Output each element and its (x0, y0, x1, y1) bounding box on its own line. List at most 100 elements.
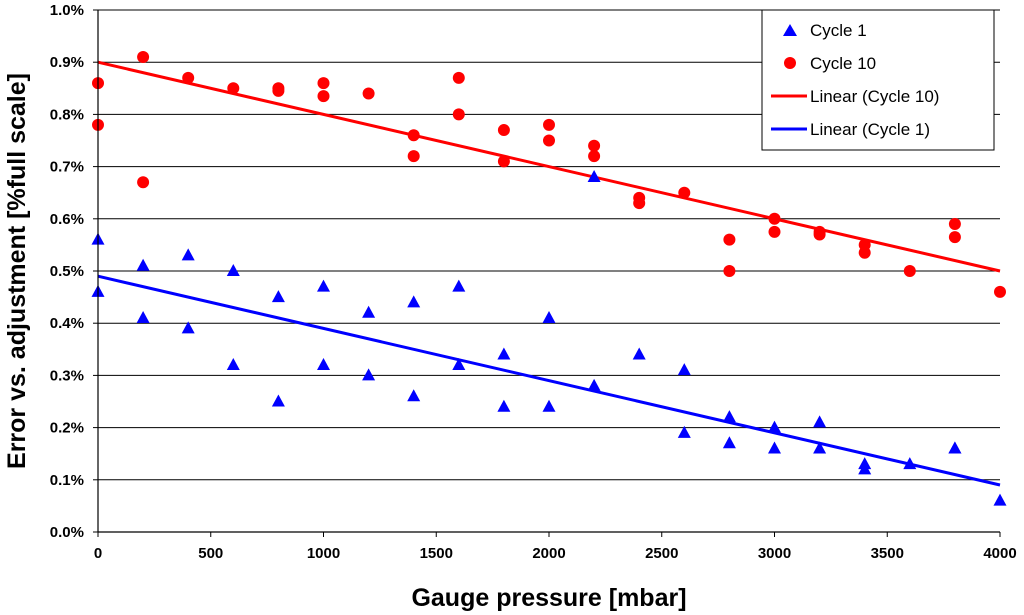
cycle-1-point (858, 462, 872, 475)
x-tick-label: 3000 (758, 545, 791, 562)
cycle-1-point (497, 399, 511, 412)
cycle-1-point (497, 347, 511, 360)
cycle-1-point (768, 420, 781, 433)
cycle-10-point (543, 118, 555, 131)
x-tick-label: 1000 (307, 545, 340, 562)
cycle-10-point (768, 225, 781, 238)
cycle-10-point (903, 265, 916, 277)
cycle-10-point (497, 124, 510, 137)
cycle-1-point (542, 399, 556, 412)
cycle-1-point (993, 493, 1007, 506)
legend-label-cycle-1: Cycle 1 (810, 21, 867, 40)
cycle-1-point (677, 363, 691, 376)
cycle-10-point (452, 108, 465, 121)
cycle-10-point (317, 77, 330, 90)
cycle-1-point (317, 357, 330, 370)
x-tick-label: 2500 (645, 545, 678, 562)
cycle-1-point (813, 441, 827, 454)
cycle-10-point (588, 139, 601, 152)
y-tick-label: 0.9% (50, 54, 84, 71)
cycle-1-point (317, 279, 330, 292)
legend-box (761, 9, 995, 151)
cycle-1-point (181, 248, 195, 261)
cycle-1-point (587, 378, 601, 391)
y-tick-label: 0.5% (50, 263, 84, 280)
cycle-10-point (497, 155, 510, 168)
cycle-1-point (542, 310, 556, 323)
cycle-1-point (181, 321, 195, 334)
legend-item-linear-cycle-1: Linear (Cycle 1) (771, 120, 930, 139)
x-tick-label: 3500 (871, 545, 904, 562)
cycle-10-point (723, 233, 736, 246)
cycle-1-point (271, 290, 285, 303)
x-axis-title: Gauge pressure [mbar] (411, 584, 686, 612)
trendlines (97, 60, 1001, 487)
cycle-10-point (948, 218, 961, 231)
y-tick-label: 0.2% (50, 420, 84, 437)
cycle-10-point (407, 150, 420, 163)
cycle-10-point (227, 82, 240, 95)
cycle-10-point (948, 231, 961, 244)
cycle-1-point (677, 425, 691, 438)
cycle-1-point (632, 347, 646, 360)
cycle-1-point (136, 258, 150, 271)
cycle-1-point (226, 357, 240, 370)
cycle-10-point (994, 285, 1006, 298)
cycle-1-point (407, 295, 421, 308)
legend-label-cycle-10: Cycle 10 (810, 54, 876, 73)
cycle-10-point (723, 265, 736, 277)
y-tick-label: 0.7% (50, 159, 84, 176)
y-tick-label: 0.8% (50, 106, 84, 123)
cycle-1-point (226, 264, 240, 276)
x-tick-label: 0 (94, 545, 102, 562)
trendline-linear-cycle-1 (97, 274, 1001, 487)
legend-label-linear-cycle-1: Linear (Cycle 1) (810, 120, 930, 139)
cycle-1-point (813, 415, 827, 428)
cycle-10-point (317, 90, 330, 103)
legend: Cycle 1 Cycle 10 Linear (Cycle 10) Linea… (761, 9, 995, 151)
cycle-10-point (813, 228, 826, 241)
cycle-10-point (768, 212, 781, 225)
cycle-1-point (452, 357, 466, 370)
x-tick-label: 1500 (420, 545, 453, 562)
cycle-1-point (271, 394, 285, 407)
cycle-10-point (452, 71, 465, 84)
x-tick-label: 2000 (532, 545, 565, 562)
cycle-1-point (362, 368, 376, 381)
legend-circle-marker (784, 57, 796, 69)
y-axis-title: Error vs. adjustment [%full scale] (3, 73, 31, 469)
cycle-10-point (543, 134, 555, 147)
legend-triangle-marker (783, 24, 797, 36)
legend-item-linear-cycle-10: Linear (Cycle 10) (771, 87, 939, 106)
y-tick-label: 1.0% (50, 2, 84, 19)
y-tick-label: 0.6% (50, 211, 84, 228)
y-tick-label: 0.3% (50, 367, 84, 384)
y-tick-label: 0.1% (50, 472, 84, 489)
cycle-1-point (768, 441, 781, 454)
cycle-10-point (407, 129, 420, 142)
cycle-1-point (362, 305, 376, 318)
cycle-1-point (452, 279, 466, 292)
cycle-10-point (588, 150, 601, 163)
cycle-10-point (272, 84, 285, 97)
cycle-10-point (137, 176, 150, 189)
legend-label-linear-cycle-10: Linear (Cycle 10) (810, 87, 939, 106)
y-tick-label: 0.4% (50, 315, 84, 332)
cycle-1-point (407, 389, 421, 402)
data-markers (91, 50, 1007, 506)
cycle-10-point (137, 50, 150, 63)
cycle-1-point (136, 310, 150, 323)
tick-labels: 0.0% 0.1% 0.2% 0.3% 0.4% 0.5% 0.6% 0.7% 0.8% 0.9%… (50, 2, 1017, 562)
cycle-10-point (678, 186, 691, 199)
cycle-1-point (722, 436, 736, 449)
cycle-10-point (362, 87, 375, 100)
cycle-1-point (587, 170, 601, 183)
cycle-10-point (858, 246, 871, 259)
cycle-1-point (948, 441, 962, 454)
x-tick-label: 4000 (983, 545, 1016, 562)
cycle-1-point (903, 457, 917, 470)
legend-item-cycle-1: Cycle 1 (783, 21, 867, 40)
y-tick-label: 0.0% (50, 524, 84, 541)
cycle-10-point (633, 197, 646, 210)
